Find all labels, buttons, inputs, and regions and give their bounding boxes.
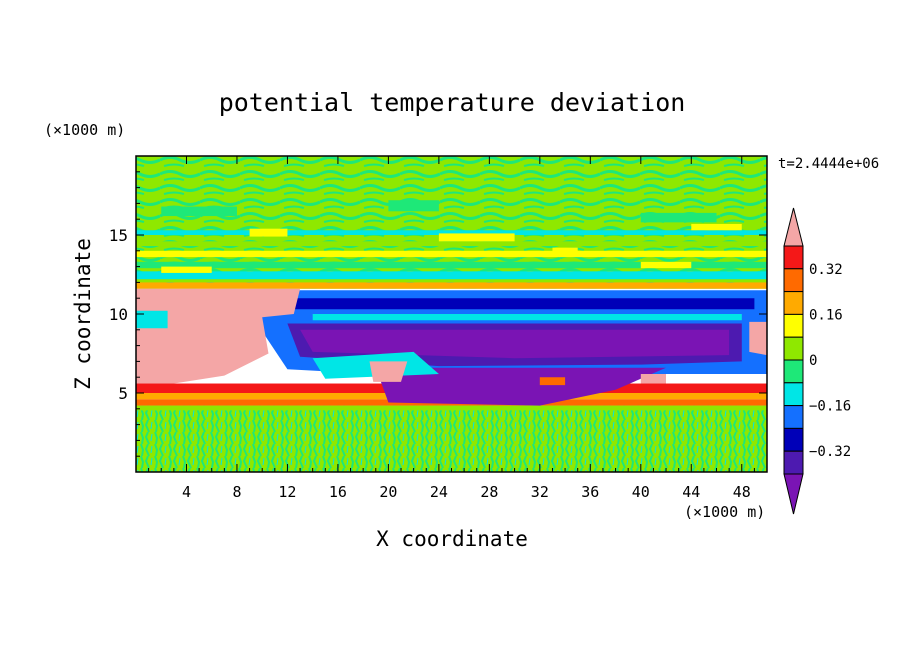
- x-tick-label: 12: [278, 483, 296, 501]
- chart-title: potential temperature deviation: [219, 88, 686, 117]
- x-tick-label: 24: [430, 483, 448, 501]
- field-warm-streak: [438, 233, 515, 242]
- field-warm-patch: [539, 377, 566, 386]
- x-tick-label: 4: [182, 483, 191, 501]
- x-axis-label: X coordinate: [376, 527, 528, 551]
- y-tick-label: 10: [109, 305, 128, 324]
- y-unit-label: (×1000 m): [44, 121, 125, 139]
- colorbar-swatch: [783, 313, 804, 338]
- colorbar-tick-label: 0.16: [809, 307, 843, 323]
- x-tick-label: 8: [232, 483, 241, 501]
- x-tick-label: 44: [682, 483, 700, 501]
- y-tick-label: 5: [118, 384, 128, 403]
- field-upper-band: [136, 230, 767, 235]
- field-warm-patch: [369, 361, 408, 382]
- field-cold-band: [287, 298, 755, 310]
- colorbar-swatch: [783, 405, 804, 429]
- x-tick-label: 28: [480, 483, 498, 501]
- field-warm-patch: [749, 321, 767, 356]
- field-cold-core: [300, 329, 730, 359]
- field-cool-streak: [388, 200, 439, 212]
- field-upper-band: [136, 282, 767, 289]
- colorbar-swatch: [783, 291, 804, 315]
- y-axis: 5 10 15: [109, 171, 767, 457]
- colorbar-swatch: [783, 268, 804, 293]
- field-warm-block: [136, 288, 301, 384]
- colorbar-tick-label: −0.32: [809, 444, 851, 460]
- field-cold-band: [312, 314, 742, 321]
- field-lower: [136, 405, 767, 472]
- field-warm-streak: [691, 223, 742, 231]
- x-tick-label: 40: [632, 483, 650, 501]
- x-axis: 4 8 12 16 20 24 28 32 36 40 44 48: [148, 156, 755, 501]
- colorbar-swatch: [783, 336, 804, 361]
- colorbar-bottom-triangle: [783, 473, 804, 515]
- field-upper-band: [136, 241, 767, 247]
- x-tick-label: 48: [733, 483, 751, 501]
- field-upper-band: [136, 271, 767, 280]
- colorbar-tick-label: −0.16: [809, 399, 851, 415]
- x-tick-label: 36: [581, 483, 599, 501]
- field-layer: [136, 156, 767, 472]
- field-inversion: [136, 405, 767, 411]
- colorbar-swatch: [783, 450, 804, 475]
- field-cold-lower: [375, 367, 666, 406]
- x-tick-label: 16: [329, 483, 347, 501]
- field-upper-band: [136, 261, 767, 269]
- field-upper-band: [136, 250, 767, 258]
- colorbar-swatch: [783, 245, 804, 270]
- colorbar-tick-label: 0: [809, 353, 817, 369]
- field-cool-streak: [640, 212, 717, 223]
- y-axis-label: Z coordinate: [71, 238, 95, 390]
- colorbar-swatch: [783, 427, 804, 452]
- y-tick-label: 15: [109, 226, 128, 245]
- field-cool-streak: [161, 206, 237, 217]
- field-warm-streak: [249, 228, 288, 237]
- colorbar: 0.32 0.16 0 −0.16 −0.32: [783, 207, 851, 515]
- x-tick-label: 20: [379, 483, 397, 501]
- colorbar-tick-label: 0.32: [809, 262, 843, 278]
- time-label: t=2.4444e+06: [778, 156, 879, 172]
- field-warm-streak: [552, 247, 578, 254]
- colorbar-swatch: [783, 359, 804, 384]
- x-unit-label: (×1000 m): [684, 503, 765, 521]
- field-warm-streak: [640, 261, 692, 269]
- field-warm-patch: [640, 374, 666, 384]
- colorbar-swatch: [783, 382, 804, 407]
- field-cold-edge: [136, 310, 168, 329]
- x-tick-label: 32: [531, 483, 549, 501]
- field-warm-streak: [161, 266, 212, 273]
- colorbar-top-triangle: [783, 207, 804, 247]
